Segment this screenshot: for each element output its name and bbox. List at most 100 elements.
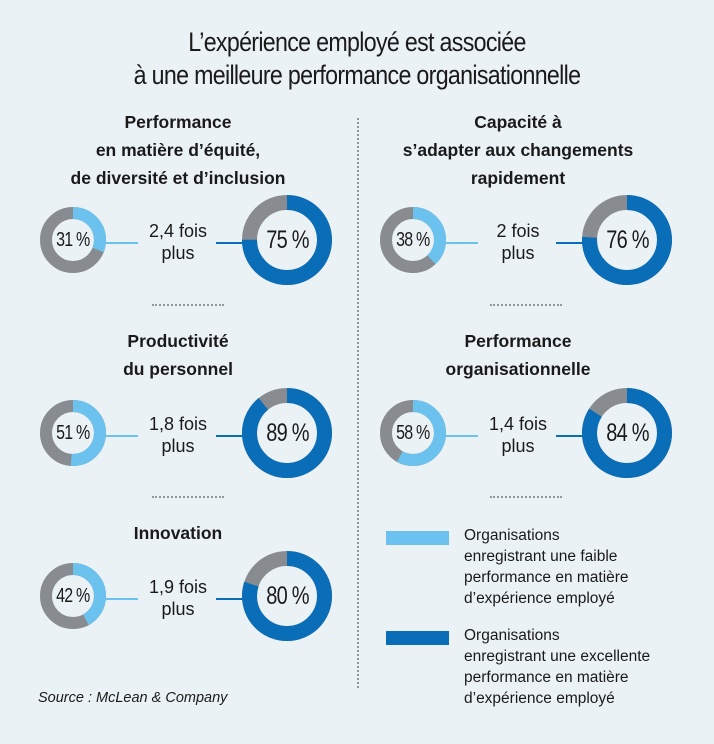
donut-high-value-arc (582, 388, 672, 478)
donut-high-svg (242, 388, 332, 478)
legend-label-low: Organisations enregistrant une faible pe… (464, 525, 714, 609)
connector-low (106, 435, 138, 437)
chart-title: Productivité du personnel (18, 327, 338, 383)
donut-high-svg (242, 551, 332, 641)
donut-low-label: 42 % (56, 584, 90, 607)
chart-title-line: Performance (124, 112, 232, 132)
donut-low-label: 38 % (396, 228, 430, 251)
legend-line: Organisations (464, 627, 560, 644)
donut-high-value-arc (242, 551, 332, 641)
chart-title-line: Productivité (127, 331, 229, 351)
ratio-line: 2 fois (496, 221, 540, 241)
donut-low: 42 % (40, 563, 106, 629)
ratio-line: 2,4 fois (148, 221, 208, 241)
donut-high: 75 % (242, 195, 332, 285)
donut-low-label: 58 % (396, 421, 430, 444)
ratio-line: plus (161, 436, 195, 456)
connector-low (446, 435, 478, 437)
ratio-label: 1,8 fois plus (118, 413, 238, 457)
donut-high-label: 84 % (605, 418, 649, 447)
connector-high (216, 598, 244, 600)
ratio-line: plus (161, 599, 195, 619)
ratio-label: 2,4 fois plus (118, 220, 238, 264)
legend-label-high: Organisations enregistrant une excellent… (464, 625, 714, 709)
ratio-label: 2 fois plus (458, 220, 578, 264)
chart-title: Innovation (18, 519, 338, 547)
donut-low: 31 % (40, 207, 106, 273)
separator (152, 496, 224, 498)
donut-high-value-arc (582, 195, 672, 285)
donut-low-value-arc (380, 400, 446, 466)
donut-high-value-arc (242, 388, 332, 478)
connector-high (556, 435, 584, 437)
donut-low-svg (380, 400, 446, 466)
legend-line: performance en matière (464, 569, 629, 586)
column-divider (357, 118, 359, 688)
separator (152, 304, 224, 306)
connector-high (216, 242, 244, 244)
donut-high-label: 75 % (265, 225, 309, 254)
chart-title: Performance organisationnelle (358, 327, 678, 383)
legend-line: Organisations (464, 527, 560, 544)
donut-low-value-arc (380, 207, 446, 273)
ratio-line: 1,9 fois (148, 577, 208, 597)
legend-line: d’expérience employé (464, 590, 615, 607)
ratio-label: 1,9 fois plus (118, 576, 238, 620)
chart-title: Capacité à s’adapter aux changements rapid… (358, 108, 678, 192)
source-note: Source : McLean & Company (38, 690, 228, 706)
donut-high-svg (582, 195, 672, 285)
chart-title-line: organisationnelle (445, 359, 591, 379)
legend-line: enregistrant une excellente (464, 648, 651, 665)
donut-high: 84 % (582, 388, 672, 478)
title-line: à une meilleure performance organisation… (133, 60, 581, 90)
legend-line: d’expérience employé (464, 690, 615, 707)
chart-title-line: rapidement (470, 168, 566, 188)
connector-high (216, 435, 244, 437)
donut-low-label: 51 % (56, 421, 90, 444)
donut-low: 51 % (40, 400, 106, 466)
legend-line: enregistrant une faible (464, 548, 618, 565)
donut-high-svg (242, 195, 332, 285)
connector-low (446, 242, 478, 244)
donut-low-label: 31 % (56, 228, 90, 251)
donut-low: 38 % (380, 207, 446, 273)
ratio-line: plus (501, 436, 535, 456)
connector-high (556, 242, 584, 244)
ratio-label: 1,4 fois plus (458, 413, 578, 457)
chart-title-line: Innovation (133, 523, 223, 543)
ratio-line: 1,8 fois (148, 414, 208, 434)
legend-swatch-low (386, 531, 449, 545)
donut-high: 76 % (582, 195, 672, 285)
donut-high-value-arc (242, 195, 332, 285)
donut-high-label: 89 % (265, 418, 309, 447)
donut-low: 58 % (380, 400, 446, 466)
connector-low (106, 242, 138, 244)
donut-low-svg (380, 207, 446, 273)
donut-low-value-arc (40, 207, 106, 273)
donut-low-value-arc (40, 400, 106, 466)
chart-title: Performance en matière d’équité, de divers… (18, 108, 338, 192)
donut-high: 80 % (242, 551, 332, 641)
legend-line: performance en matière (464, 669, 629, 686)
donut-low-svg (40, 563, 106, 629)
donut-high-label: 76 % (605, 225, 649, 254)
legend-swatch-high (386, 631, 449, 645)
chart-title-line: de diversité et d’inclusion (70, 168, 286, 188)
donut-high-label: 80 % (265, 581, 309, 610)
donut-low-value-arc (40, 563, 106, 629)
separator (490, 304, 562, 306)
connector-low (106, 598, 138, 600)
chart-title-line: Capacité à (474, 112, 562, 132)
chart-title-line: en matière d’équité, (95, 140, 261, 160)
chart-title-line: du personnel (123, 359, 233, 379)
donut-low-svg (40, 400, 106, 466)
donut-high: 89 % (242, 388, 332, 478)
title-line: L’expérience employé est associée (188, 27, 526, 57)
separator (490, 496, 562, 498)
page-title: L’expérience employé est associée à une … (50, 26, 664, 92)
chart-title-line: s’adapter aux changements (402, 140, 634, 160)
ratio-line: plus (161, 243, 195, 263)
ratio-line: 1,4 fois (488, 414, 548, 434)
ratio-line: plus (501, 243, 535, 263)
chart-title-line: Performance (464, 331, 572, 351)
